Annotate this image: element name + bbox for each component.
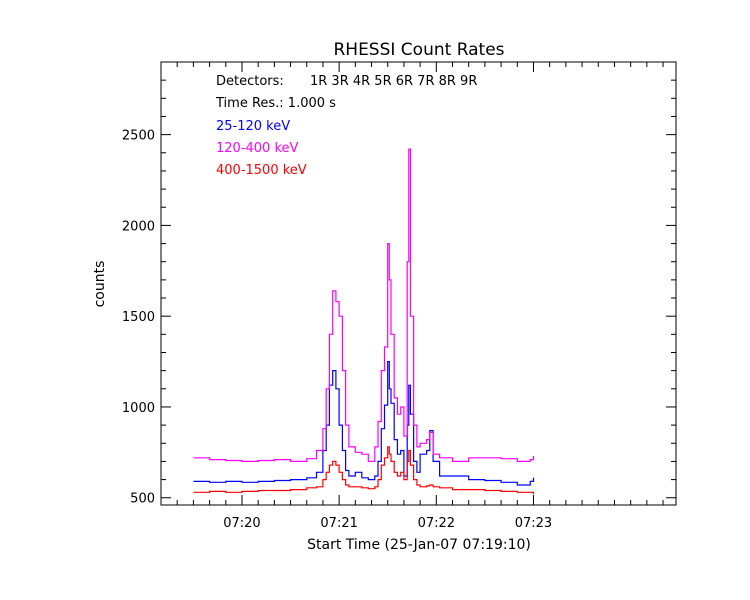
y-axis-label: counts bbox=[92, 261, 108, 308]
plot-frame bbox=[160, 61, 677, 506]
axis-ticks: 500 1000 1500 2000 2500 07:20 07:21 07:22 07:23 bbox=[122, 61, 676, 531]
legend-entry-1: 25-120 keV bbox=[216, 119, 290, 134]
detectors-value: 1R 3R 4R 5R 6R 7R 8R 9R bbox=[310, 74, 477, 89]
y-tick-label: 2000 bbox=[122, 219, 155, 234]
y-tick-label: 500 bbox=[130, 492, 155, 507]
y-tick-label: 1000 bbox=[122, 401, 155, 416]
series-lines bbox=[193, 148, 535, 495]
y-tick-label: 2500 bbox=[122, 129, 155, 144]
x-tick-label: 07:22 bbox=[418, 516, 455, 531]
series-line-3 bbox=[193, 446, 535, 495]
x-tick-label: 07:23 bbox=[515, 516, 552, 531]
legend-entry-2: 120-400 keV bbox=[216, 141, 299, 156]
chart-title: RHESSI Count Rates bbox=[333, 40, 504, 60]
detectors-label: Detectors: bbox=[216, 74, 284, 89]
legend: 25-120 keV 120-400 keV 400-1500 keV bbox=[216, 119, 307, 178]
y-tick-label: 1500 bbox=[122, 310, 155, 325]
x-tick-label: 07:20 bbox=[223, 516, 260, 531]
series-line-2 bbox=[193, 148, 535, 462]
series-line-1 bbox=[193, 361, 535, 486]
time-resolution: Time Res.: 1.000 s bbox=[215, 96, 336, 111]
legend-entry-3: 400-1500 keV bbox=[216, 163, 307, 178]
x-axis-label: Start Time (25-Jan-07 07:19:10) bbox=[307, 537, 531, 553]
x-tick-label: 07:21 bbox=[320, 516, 357, 531]
